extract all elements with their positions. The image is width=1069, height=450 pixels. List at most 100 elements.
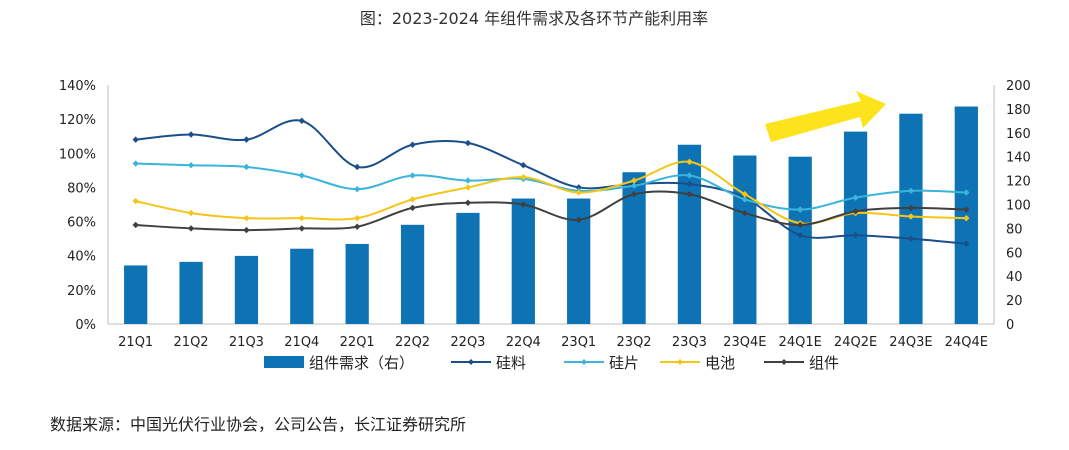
series-marker [243, 226, 250, 234]
right-tick-label: 60 [1006, 246, 1023, 261]
series-line [135, 190, 967, 232]
series-marker [852, 232, 859, 239]
series-marker [187, 209, 195, 217]
series-marker [741, 209, 749, 217]
bar [456, 212, 480, 324]
series-marker [796, 221, 804, 229]
series-marker [298, 172, 306, 179]
legend-marker [468, 359, 474, 365]
left-tick-label: 140% [59, 79, 96, 94]
x-tick-label: 21Q2 [174, 335, 209, 350]
bar [124, 265, 148, 324]
x-tick-label: 22Q2 [395, 335, 430, 350]
left-tick-label: 80% [67, 181, 96, 196]
series-marker [686, 180, 693, 188]
series-marker [907, 235, 915, 242]
chart-title: 图：2023-2024 年组件需求及各环节产能利用率 [360, 9, 708, 28]
series-marker [464, 184, 472, 191]
x-tick-label: 21Q4 [284, 335, 319, 350]
trend-arrow-annotation [765, 91, 886, 142]
x-tick-label: 23Q4E [723, 335, 766, 350]
series-marker [520, 201, 527, 208]
x-tick-label: 21Q1 [118, 335, 153, 350]
series-marker [630, 177, 638, 184]
bar [733, 155, 757, 324]
series-marker [686, 172, 693, 179]
left-tick-label: 100% [59, 147, 96, 162]
series-marker [243, 214, 250, 222]
x-tick-label: 24Q2E [834, 335, 877, 350]
series-marker [353, 223, 361, 230]
line-series-3 [132, 190, 970, 234]
series-marker [243, 136, 250, 143]
series-marker [907, 213, 915, 220]
series-line [135, 119, 967, 245]
series-marker [741, 196, 749, 203]
source-note: 数据来源：中国光伏行业协会，公司公告，长江证券研究所 [50, 415, 466, 434]
series-marker [630, 182, 638, 189]
x-tick-label: 23Q2 [617, 335, 652, 350]
series-marker [464, 139, 472, 147]
line-series-2 [132, 158, 970, 227]
series-marker [796, 206, 804, 213]
series-marker [963, 240, 970, 247]
series-marker [298, 225, 306, 232]
bar [290, 248, 314, 324]
bar [179, 261, 203, 324]
x-tick-label: 22Q4 [506, 335, 541, 350]
series-marker [353, 185, 361, 193]
bar [567, 198, 591, 324]
x-tick-label: 22Q3 [450, 335, 485, 350]
bar [788, 156, 812, 324]
bar [400, 224, 425, 324]
series-marker [520, 173, 527, 181]
series-marker [575, 184, 582, 191]
chart-axes: 0% 20% 40% 60% 80% 100% 120% 140% 0 20 40 60 80 100 12… [59, 79, 1031, 350]
series-marker [187, 225, 195, 232]
series-marker [852, 208, 859, 215]
x-tick-label: 23Q3 [672, 335, 707, 350]
series-marker [575, 216, 582, 224]
bar [677, 144, 702, 324]
legend-label: 硅片 [609, 354, 639, 372]
series-marker [132, 221, 139, 229]
trend-arrow [765, 91, 886, 142]
series-marker [464, 177, 472, 184]
series-marker [132, 197, 139, 205]
x-tick-label: 22Q1 [340, 335, 375, 350]
series-marker [796, 232, 804, 239]
right-tick-label: 40 [1006, 270, 1023, 285]
series-marker [409, 172, 416, 179]
series-marker [132, 160, 139, 167]
left-tick-label: 40% [67, 250, 96, 265]
series-marker [298, 117, 306, 125]
series-marker [575, 189, 582, 196]
legend-swatch [264, 356, 304, 368]
right-tick-label: 200 [1006, 79, 1031, 94]
series-marker [298, 214, 306, 222]
series-marker [243, 163, 250, 171]
legend-marker [781, 359, 787, 365]
series-marker [907, 187, 915, 195]
series-marker [963, 189, 970, 196]
x-tick-label: 24Q1E [779, 335, 822, 350]
right-tick-label: 20 [1006, 294, 1023, 309]
series-marker [409, 204, 416, 212]
bar [622, 172, 646, 324]
bar [234, 255, 259, 324]
left-tick-label: 0% [75, 318, 96, 333]
legend-marker [677, 359, 683, 365]
left-tick-label: 20% [67, 284, 96, 299]
legend: 组件需求（右） 硅料 硅片 电池 组件 [264, 354, 839, 372]
legend-marker [581, 359, 587, 365]
series-marker [520, 162, 527, 169]
legend-label: 硅料 [496, 354, 526, 372]
series-marker [741, 191, 749, 198]
left-tick-label: 120% [59, 113, 96, 128]
x-tick-label: 24Q4E [945, 335, 988, 350]
series-marker [353, 214, 361, 222]
series-marker [686, 191, 693, 198]
left-tick-label: 60% [67, 216, 96, 231]
bar [511, 198, 535, 324]
series-marker [464, 199, 472, 206]
